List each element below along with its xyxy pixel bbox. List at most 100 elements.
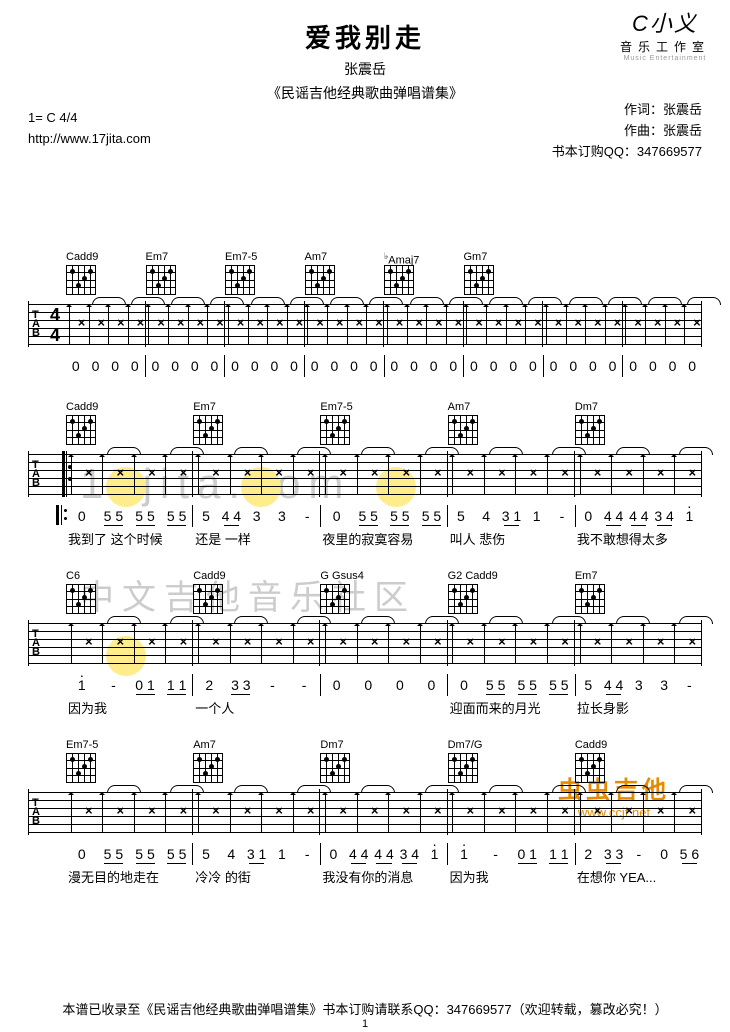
strum-beat — [354, 301, 364, 347]
notation-token: 0 — [663, 358, 683, 374]
tab-measure — [448, 451, 575, 497]
number-measure: 543 11- — [193, 843, 320, 865]
chord-diagram: Am7 — [305, 253, 385, 297]
notation-token: 5 5 — [161, 508, 193, 524]
strum-beat — [399, 451, 415, 497]
tab-clef: TAB — [32, 311, 40, 338]
strum-beat — [572, 301, 582, 347]
chord-diagram: Cadd9 — [66, 253, 146, 297]
notation-token: 0 — [503, 358, 523, 374]
strum-beat — [165, 301, 175, 347]
notation-token: 0 — [404, 358, 424, 374]
logo-text: 音乐工作室 — [620, 38, 710, 55]
notation-token: 5 — [448, 508, 473, 524]
strum-area — [66, 301, 702, 347]
strum-beat — [98, 451, 114, 497]
number-measure: 0000 — [146, 355, 226, 377]
strum-beat — [431, 789, 447, 835]
notation-token: 0 — [321, 846, 346, 862]
strum-beat — [129, 451, 145, 497]
source-url[interactable]: http://www.17jita.com — [28, 129, 151, 150]
strum-beat — [225, 789, 241, 835]
strum-beat — [652, 301, 662, 347]
lyric-measure: 夜里的寂寞容易 — [320, 529, 447, 548]
notation-token: 0 — [321, 508, 353, 524]
strum-beat — [423, 301, 433, 347]
strum-beat — [288, 789, 304, 835]
number-measure: 0000 — [66, 355, 146, 377]
notation-token: 0 — [576, 508, 601, 524]
tab-measure — [66, 620, 193, 666]
notation-token: 0 — [146, 358, 166, 374]
strum-beat — [542, 789, 558, 835]
lyric-measure: 我没有你的消息 — [320, 867, 447, 886]
strum-beat — [324, 301, 334, 347]
strum-beat — [294, 301, 304, 347]
notation-token: 0 — [364, 358, 384, 374]
music-system: Cadd9Em7Em7-5Am7♭Amaj7Gm7TAB440000000000… — [28, 253, 702, 379]
composer: 作曲：张震岳 — [552, 121, 702, 142]
number-measure: 543 11- — [448, 505, 575, 527]
notation-token: 0 — [165, 358, 185, 374]
number-notation-row: 05 55 55 554 433-05 55 55 5543 11-04 44 … — [28, 505, 702, 527]
tab-measure — [225, 301, 305, 347]
number-measure: 05 55 55 5 — [321, 505, 448, 527]
strum-beat — [129, 620, 145, 666]
strum-beat — [225, 620, 241, 666]
strum-beat — [86, 301, 96, 347]
strum-beat — [209, 620, 225, 666]
strum-beat — [453, 301, 463, 347]
strum-beat — [363, 301, 373, 347]
order-contact: 书本订购QQ：347669577 — [552, 142, 702, 163]
lyric-row: 我到了 这个时候还是 一样夜里的寂寞容易叫人 悲伤我不敢想得太多 — [28, 529, 702, 548]
strum-beat — [113, 451, 129, 497]
notation-token: 5 5 — [129, 508, 161, 524]
strum-beat — [681, 301, 691, 347]
artist-name: 张震岳 — [0, 59, 730, 79]
notation-token: 0 — [623, 358, 643, 374]
notation-token: 5 5 — [384, 508, 416, 524]
strum-beat — [479, 451, 495, 497]
number-measure: 0000 — [321, 674, 448, 696]
number-measure: 0000 — [305, 355, 385, 377]
strum-beat — [495, 620, 511, 666]
strum-area — [66, 789, 702, 835]
strum-beat — [129, 789, 145, 835]
strum-beat — [685, 451, 701, 497]
strum-beat — [254, 301, 264, 347]
number-measure: 1-0 11 1 — [448, 843, 575, 865]
strum-beat — [66, 301, 76, 347]
strum-beat — [305, 301, 315, 347]
notation-token: 3 — [651, 677, 676, 693]
number-measure: 04 44 43 41 — [576, 505, 702, 527]
tab-clef: TAB — [32, 461, 40, 488]
tab-clef: TAB — [32, 799, 40, 826]
strum-beat — [399, 789, 415, 835]
number-notation-row: 1-0 11 123 3--000005 55 55 554 433- — [28, 674, 702, 696]
chord-diagram: Em7 — [193, 403, 320, 447]
notation-token: 5 — [576, 677, 601, 693]
notation-token: - — [626, 846, 651, 862]
tab-measure — [66, 301, 146, 347]
chord-row: Em7-5Am7Dm7Dm7/GCadd9 — [28, 741, 702, 785]
chord-name: Cadd9 — [575, 739, 607, 751]
strum-beat — [448, 620, 464, 666]
strum-beat — [662, 301, 672, 347]
lyric-row: 漫无目的地走在冷冷 的街我没有你的消息 因为我在想你 YEA... — [28, 867, 702, 886]
chord-diagram — [623, 253, 703, 297]
notation-token: 0 — [321, 677, 353, 693]
strum-beat — [463, 789, 479, 835]
strum-beat — [145, 620, 161, 666]
strum-beat — [443, 301, 453, 347]
number-measure: 05 55 55 5 — [66, 843, 193, 865]
logo-icon: C小义 — [620, 6, 710, 38]
number-measure: 0000 — [544, 355, 624, 377]
strum-beat — [685, 789, 701, 835]
strum-beat — [563, 301, 573, 347]
tab-measure — [193, 451, 320, 497]
strum-beat — [98, 620, 114, 666]
strum-beat — [225, 451, 241, 497]
notation-token: 4 4 — [219, 508, 244, 524]
strum-beat — [304, 789, 320, 835]
chord-name: Em7-5 — [66, 739, 98, 751]
